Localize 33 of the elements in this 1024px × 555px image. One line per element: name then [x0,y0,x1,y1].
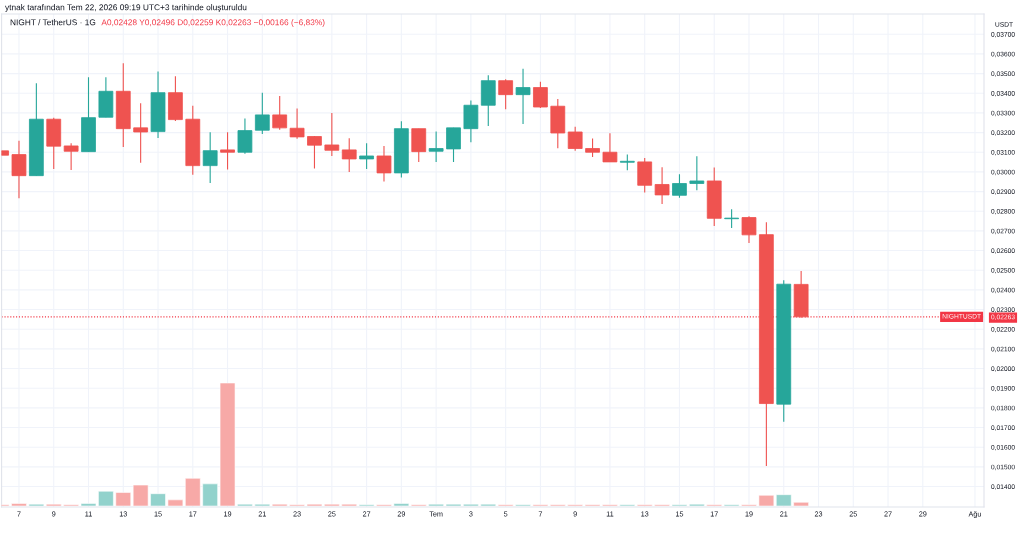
candlestick [133,102,149,164]
candlestick [533,81,548,109]
candlestick [202,131,218,184]
candlestick [602,132,618,163]
candlestick [724,208,739,229]
candlestick [741,215,757,244]
candlestick [567,126,583,152]
candlestick [289,108,305,140]
candlestick [11,140,27,199]
candlestick [220,131,235,171]
candlestick [585,137,600,158]
candlestick [689,155,705,191]
candlestick [446,127,461,163]
candlestick [307,135,322,170]
candlestick [376,145,392,183]
candlestick [498,78,514,110]
candlestick [463,99,479,143]
candlestick [63,142,79,171]
candlestick [428,131,444,163]
candlestick [637,157,653,194]
candlestick [341,137,357,173]
candlestick [672,173,687,199]
candlestick [515,68,531,125]
candlestick [411,128,427,163]
candlestick [324,112,340,157]
candlestick [254,92,270,135]
candlestick [237,118,253,155]
text: ytnak tarafından Tem 22, 2026 09:19 UTC+3 tarihinde oluşturuldu [5,4,247,12]
candlestick [359,142,374,170]
candlestick [654,166,670,205]
candlestick [272,95,288,131]
annotation: A0,02428 Y0,02496 D0,02259 K0,02263 −0,00166 (−6,83%) [101,19,325,27]
chart-title: NIGHT / TetherUS · 1G [10,19,96,26]
